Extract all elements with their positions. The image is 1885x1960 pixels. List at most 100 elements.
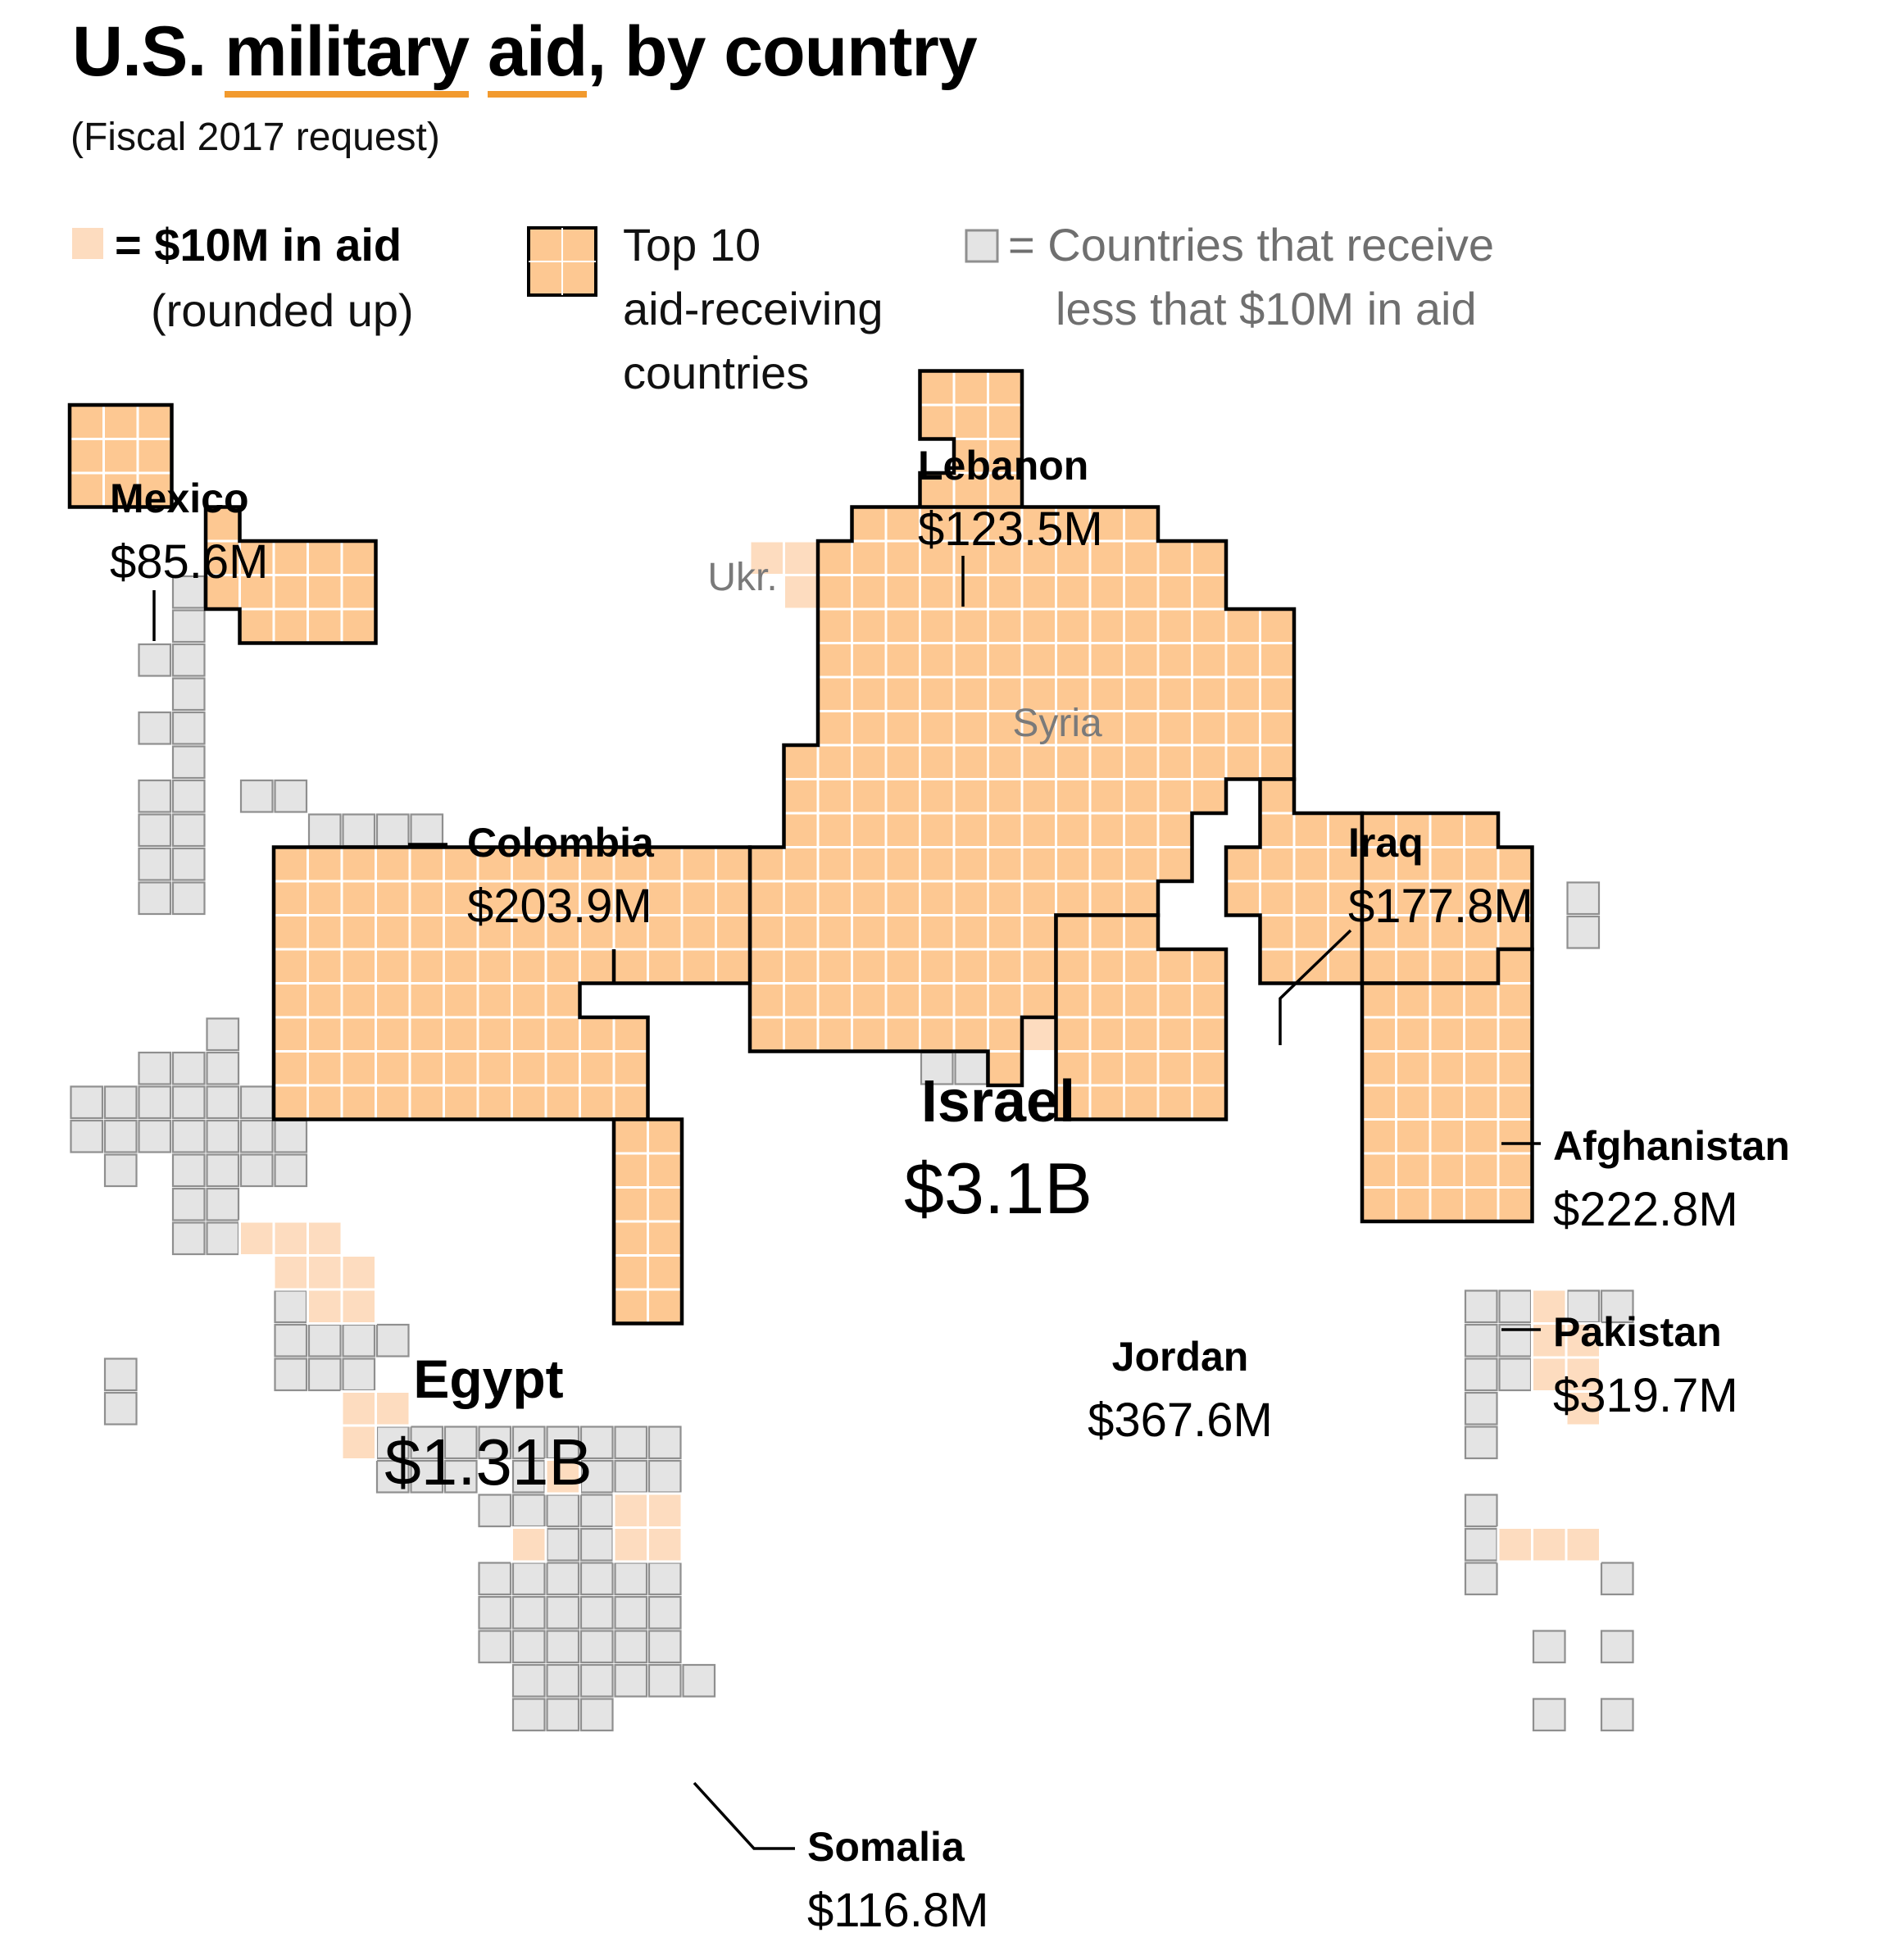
small-aid-tile	[1464, 1357, 1498, 1392]
small-aid-tile	[171, 609, 206, 643]
small-aid-tile	[307, 1357, 342, 1392]
small-aid-tile	[103, 1153, 138, 1188]
small-aid-tile	[647, 1459, 682, 1494]
small-aid-tile	[546, 1663, 580, 1698]
small-aid-tile	[171, 1051, 206, 1085]
small-aid-tile	[511, 1494, 546, 1528]
aid-tile	[1497, 1526, 1533, 1563]
label-lebanon: Lebanon $123.5M	[918, 443, 1103, 556]
aid-tile	[511, 1526, 547, 1563]
small-aid-tile	[1464, 1426, 1498, 1460]
country-name-afghanistan: Afghanistan	[1553, 1123, 1790, 1169]
small-aid-tile	[206, 1051, 240, 1085]
aid-tile	[340, 1390, 377, 1427]
small-aid-tile	[1566, 881, 1601, 916]
aid-tile	[272, 1254, 309, 1291]
small-aid-tile	[614, 1595, 648, 1630]
block-egypt	[271, 845, 752, 1121]
small-aid-tile	[1464, 1323, 1498, 1357]
legend-small-line1: = Countries that receive	[1008, 219, 1494, 271]
small-aid-tile	[206, 1153, 240, 1188]
small-aid-tile	[1532, 1630, 1566, 1664]
small-aid-tile	[1464, 1494, 1498, 1528]
subtitle: (Fiscal 2017 request)	[70, 116, 440, 159]
small-aid-tile	[206, 1221, 240, 1256]
small-aid-tile	[546, 1527, 580, 1562]
small-aid-tile	[1600, 1630, 1634, 1664]
small-aid-tile	[546, 1630, 580, 1664]
small-aid-tile	[138, 779, 172, 813]
small-aid-tile	[274, 1357, 308, 1392]
small-aid-tile	[274, 1153, 308, 1188]
top10-blocks	[67, 369, 1534, 1326]
label-jordan: Jordan $367.6M	[1088, 1334, 1273, 1447]
small-aid-tile	[546, 1698, 580, 1732]
small-aid-tile	[647, 1562, 682, 1596]
small-aid-tile	[1464, 1527, 1498, 1562]
page-title: U.S. military aid, by country	[72, 11, 978, 98]
country-amount-iraq: $177.8M	[1348, 880, 1533, 933]
small-aid-tile	[342, 1323, 376, 1357]
small-aid-tile	[1600, 1562, 1634, 1596]
label-afghanistan: Afghanistan $222.8M	[1553, 1123, 1790, 1236]
small-aid-tile	[138, 643, 172, 677]
small-aid-tile	[614, 1630, 648, 1664]
small-aid-tile	[274, 1119, 308, 1153]
country-name-lebanon: Lebanon	[918, 443, 1088, 489]
aid-tile	[375, 1390, 411, 1427]
country-amount-jordan: $367.6M	[1088, 1394, 1273, 1447]
legend-small-swatch	[965, 229, 999, 263]
aid-tile	[783, 574, 820, 611]
small-aid-tile	[1532, 1698, 1566, 1732]
small-aid-tile	[171, 813, 206, 848]
small-aid-tile	[239, 1153, 274, 1188]
small-aid-tile	[239, 1119, 274, 1153]
aid-tile	[647, 1492, 684, 1529]
small-aid-tile	[546, 1494, 580, 1528]
small-aid-tile	[206, 1187, 240, 1221]
small-aid-tile	[478, 1630, 512, 1664]
aid-tile	[612, 1526, 649, 1563]
small-aid-tile	[579, 1426, 614, 1460]
small-aid-tile	[614, 1459, 648, 1494]
small-aid-tile	[443, 1426, 478, 1460]
small-aid-tile	[239, 779, 274, 813]
small-aid-tile	[614, 1562, 648, 1596]
small-aid-tile	[138, 711, 172, 745]
small-aid-tile	[478, 1494, 512, 1528]
small-aid-tile	[579, 1562, 614, 1596]
aid-tile	[1020, 1016, 1057, 1053]
small-aid-tile	[171, 677, 206, 712]
small-aid-tile	[511, 1562, 546, 1596]
small-aid-tile	[579, 1527, 614, 1562]
country-name-jordan: Jordan	[1112, 1334, 1249, 1380]
small-aid-tile	[206, 1119, 240, 1153]
small-aid-tile	[443, 1459, 478, 1494]
small-aid-tile	[579, 1698, 614, 1732]
title-text-start: U.S.	[72, 12, 225, 91]
legend-unit-label: = $10M in aid	[115, 219, 402, 271]
legend-unit-note: (rounded up)	[151, 284, 414, 336]
small-aid-tile	[171, 847, 206, 881]
small-aid-tile	[614, 1426, 648, 1460]
small-aid-tile	[274, 779, 308, 813]
aid-tile	[340, 1254, 377, 1291]
label-colombia: Colombia $203.9M	[467, 820, 655, 933]
small-aid-tile	[647, 1663, 682, 1698]
leader-line-somalia	[693, 1781, 795, 1850]
label-israel: Israel $3.1B	[904, 1069, 1092, 1229]
block-mexico	[67, 402, 174, 509]
label-egypt: Egypt $1.31B	[384, 1348, 593, 1498]
legend-top10-line2: aid-receiving	[623, 283, 883, 334]
aid-tile	[1565, 1526, 1601, 1563]
country-amount-lebanon: $123.5M	[918, 503, 1103, 556]
country-name-iraq: Iraq	[1348, 820, 1424, 866]
block-pakistan	[1360, 947, 1534, 1224]
small-aid-tile	[274, 1289, 308, 1324]
aid-tile	[1565, 1356, 1601, 1393]
small-aid-tile	[647, 1426, 682, 1460]
small-aid-tile	[206, 1017, 240, 1052]
small-aid-tile	[138, 847, 172, 881]
small-aid-tile	[511, 1459, 546, 1494]
